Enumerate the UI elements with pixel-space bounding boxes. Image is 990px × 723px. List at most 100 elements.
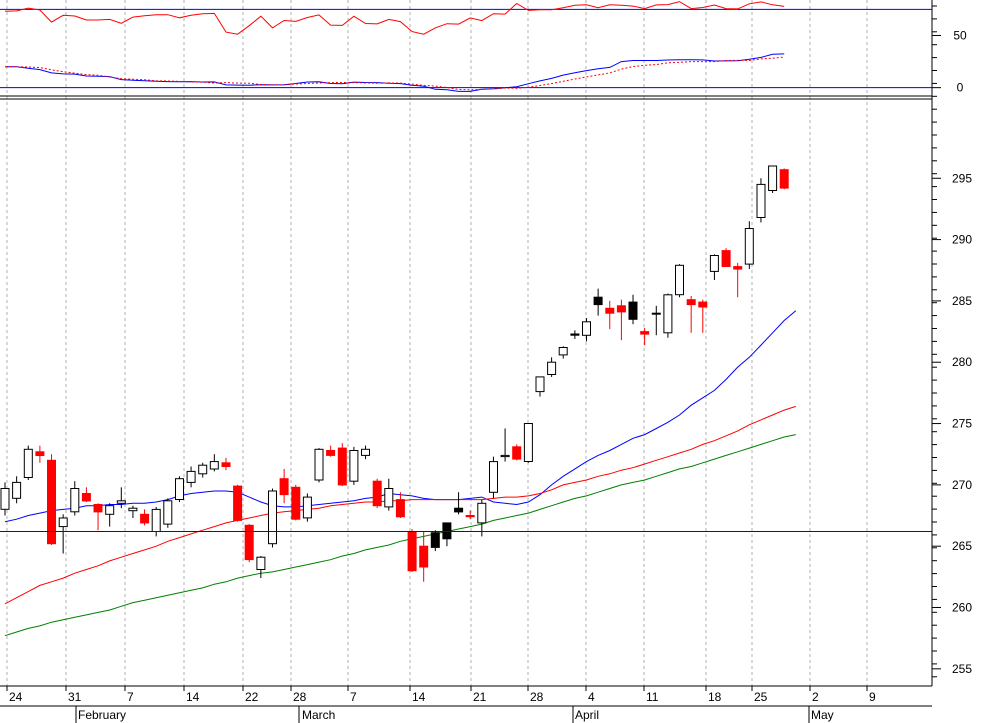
candlesticks [0, 165, 789, 582]
candle-body [105, 505, 115, 515]
candle [314, 448, 324, 483]
x-tick-label: 14 [412, 690, 426, 704]
candle [116, 487, 126, 509]
candle-body [233, 485, 243, 521]
candle [291, 484, 301, 521]
indicator-y-tick-label: 0 [957, 81, 964, 95]
candle [268, 488, 277, 548]
price-y-tick-label: 265 [952, 539, 972, 553]
indicator-series-line [5, 56, 785, 91]
candle [221, 457, 231, 471]
candle [384, 478, 394, 511]
candle-body [0, 488, 10, 510]
x-tick-label: 28 [293, 690, 307, 704]
candle-body [779, 169, 789, 189]
candle-body [512, 446, 522, 460]
candle-body [81, 493, 91, 502]
candle-body [349, 450, 359, 482]
candle-body [733, 266, 743, 270]
candle [640, 327, 650, 346]
candle-body [198, 464, 208, 475]
month-label: March [302, 708, 335, 722]
candle [605, 300, 615, 330]
price-y-tick-label: 285 [952, 294, 972, 308]
candle-body [128, 507, 138, 512]
candle [686, 296, 696, 333]
candle [12, 476, 22, 504]
price-y-tick-label: 255 [952, 662, 972, 676]
x-tick-label: 2 [812, 690, 819, 704]
candle-body [140, 513, 150, 524]
candle-body [756, 183, 766, 218]
price-y-tick-label: 275 [952, 417, 972, 431]
candle-body [291, 486, 301, 520]
candle [454, 492, 464, 515]
indicator-y-tick-label: 50 [953, 28, 967, 42]
candle-body [675, 264, 684, 296]
candle-body [721, 250, 731, 268]
candle [175, 476, 184, 503]
candle [163, 498, 173, 528]
x-tick-label: 14 [186, 690, 200, 704]
candle-body [326, 450, 336, 456]
candle [23, 445, 33, 480]
candle [361, 445, 370, 460]
candle [535, 376, 545, 397]
candle-body [116, 500, 126, 504]
candle [675, 264, 684, 298]
candle-body [35, 451, 45, 456]
candle [256, 556, 266, 579]
candle [628, 294, 638, 325]
candle-body [12, 481, 22, 499]
month-label: April [575, 708, 599, 722]
candle [395, 492, 405, 518]
candle-body [70, 488, 80, 513]
gridlines [6, 0, 868, 686]
candle [489, 456, 498, 499]
candle [81, 487, 91, 503]
candle-body [500, 454, 510, 458]
candle [407, 529, 417, 572]
candle-body [442, 522, 452, 540]
candle-body [384, 488, 394, 508]
candle [593, 288, 603, 316]
candle [744, 221, 754, 270]
candle-body [93, 504, 103, 513]
candle [430, 530, 440, 552]
price-y-tick-label: 260 [952, 601, 972, 615]
x-tick-label: 24 [9, 690, 23, 704]
candle [442, 522, 452, 547]
candle [58, 514, 68, 554]
candle-body [582, 321, 591, 336]
candle-body [477, 502, 487, 524]
candle-body [547, 361, 557, 376]
candle [721, 248, 731, 268]
candle [35, 445, 45, 463]
candle-body [698, 301, 708, 308]
month-label: May [811, 708, 834, 722]
candle [209, 454, 219, 472]
candle-body [58, 517, 68, 528]
candle-body [628, 301, 638, 320]
candle-body [558, 347, 568, 356]
x-tick-label: 31 [68, 690, 82, 704]
candle-body [640, 331, 650, 335]
candle-body [523, 423, 533, 462]
y-axis: 50 0 295 290 285 280 275 270 265 260 255 [932, 5, 972, 678]
candle [419, 531, 429, 582]
candle [779, 168, 789, 190]
candle-body [407, 531, 417, 572]
x-tick-label: 28 [530, 690, 544, 704]
candle-body [268, 490, 277, 545]
candle [651, 305, 661, 336]
x-tick-label: 9 [869, 690, 876, 704]
candle [302, 493, 312, 522]
candle [279, 468, 289, 504]
candle [372, 478, 382, 509]
chart-frame [0, 0, 933, 707]
candle-body [454, 507, 464, 513]
candle-body [163, 500, 173, 525]
